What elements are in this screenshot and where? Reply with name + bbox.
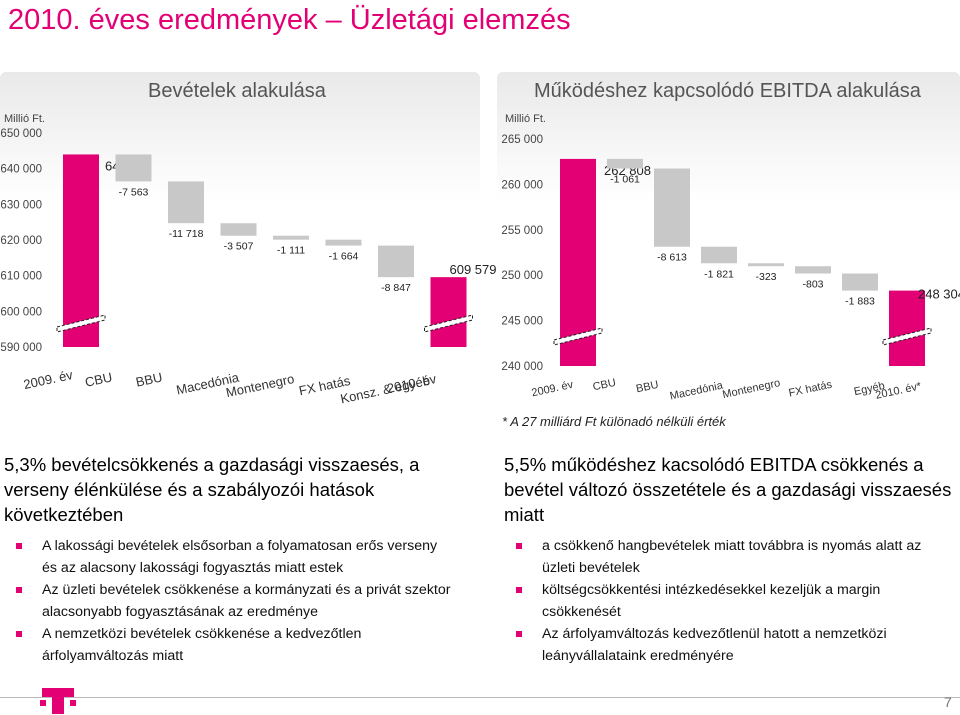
axis-break-marker: [56, 314, 106, 333]
ebitda-waterfall-chart: Millió Ft. 240 000 245 000 250 000 255 000 26…: [501, 113, 960, 403]
delta-bar: [607, 158, 643, 169]
x-tick-label: BBU: [134, 369, 163, 389]
bullet-text: költségcsökkentési intézkedésekkel kezel…: [542, 582, 881, 620]
bullet-text: A lakossági bevételek elsősorban a folya…: [42, 538, 438, 576]
list-item: Az üzleti bevételek csökkenése a kormány…: [4, 579, 454, 623]
y-tick-label: 600 000: [0, 306, 42, 318]
y-tick-label: 650 000: [0, 128, 42, 140]
data-label: -1 061: [610, 174, 640, 186]
delta-bar: [795, 266, 831, 274]
list-item: Az árfolyamváltozás kedvezőtlenül hatott…: [504, 623, 954, 667]
delta-bar: [654, 168, 690, 247]
page-number: 7: [944, 694, 952, 710]
x-tick-label: Montenegro: [721, 377, 781, 401]
ebitda-chart-title: Működéshez kapcsolódó EBITDA alakulása: [534, 80, 921, 102]
data-label: -7 563: [119, 186, 149, 198]
x-tick-label: CBU: [592, 377, 617, 394]
data-label: -1 883: [845, 296, 875, 308]
revenue-waterfall-chart: Millió Ft. 590 000 600 000 610 000 620 000 63…: [0, 113, 496, 406]
revenue-commentary: 5,3% bevételcsökkenés a gazdasági vissza…: [4, 452, 454, 667]
data-label: -803: [802, 279, 823, 291]
data-label: 609 579: [450, 262, 497, 277]
bullet-icon: [516, 587, 522, 593]
y-tick-label: 590 000: [0, 342, 42, 354]
y-tick-label: 265 000: [501, 134, 543, 146]
y-tick-label: 255 000: [501, 225, 543, 237]
bullet-icon: [16, 543, 22, 549]
data-label: -11 718: [169, 228, 204, 240]
delta-bar: [325, 239, 362, 246]
x-tick-label: Macedónia: [669, 379, 725, 402]
x-tick-label: 2009. év: [530, 379, 574, 400]
delta-bar: [273, 235, 309, 240]
data-label: -8 613: [657, 252, 687, 264]
unit-label: Millió Ft.: [4, 113, 45, 125]
delta-bar: [701, 246, 737, 264]
bullet-icon: [516, 631, 522, 637]
data-label: -1 821: [704, 268, 734, 280]
bullet-text: A nemzetközi bevételek csökkenése a kedv…: [42, 626, 362, 664]
y-tick-label: 250 000: [501, 270, 543, 282]
list-item: a csökkenő hangbevételek miatt továbbra …: [504, 535, 954, 579]
data-label: 248 304: [918, 287, 960, 302]
total-bar: [430, 277, 467, 347]
unit-label: Millió Ft.: [505, 113, 546, 125]
bullet-icon: [16, 587, 22, 593]
axis-break-marker: [424, 314, 473, 333]
bullet-text: Az üzleti bevételek csökkenése a kormány…: [42, 582, 451, 620]
bullet-text: Az árfolyamváltozás kedvezőtlenül hatott…: [542, 626, 887, 664]
bullet-text: a csökkenő hangbevételek miatt továbbra …: [542, 538, 922, 576]
data-label: -1 111: [277, 245, 305, 257]
axis-break-marker: [882, 327, 932, 346]
y-tick-label: 260 000: [501, 179, 543, 191]
y-tick-label: 240 000: [501, 361, 543, 373]
footer-divider: [0, 697, 960, 698]
data-label: -1 664: [329, 251, 359, 263]
delta-bar: [220, 223, 257, 236]
bullet-icon: [16, 631, 22, 637]
x-tick-label: CBU: [84, 369, 114, 389]
y-tick-label: 620 000: [0, 235, 42, 247]
delta-bar: [115, 154, 152, 182]
page-title: 2010. éves eredmények – Üzletági elemzés: [8, 4, 571, 36]
list-item: költségcsökkentési intézkedésekkel kezel…: [504, 579, 954, 623]
total-bar: [63, 154, 99, 347]
revenue-chart-title: Bevételek alakulása: [148, 80, 326, 102]
y-tick-label: 610 000: [0, 271, 42, 283]
telekom-t-logo-icon: [40, 688, 76, 714]
x-tick-label: BBU: [635, 379, 660, 395]
axis-break-marker: [553, 327, 603, 346]
ebitda-headline: 5,5% működéshez kacsolódó EBITDA csökken…: [504, 454, 952, 525]
total-bar: [889, 290, 925, 366]
revenue-headline: 5,3% bevételcsökkenés a gazdasági vissza…: [4, 454, 420, 525]
delta-bar: [168, 181, 204, 224]
y-tick-label: 245 000: [501, 316, 543, 328]
list-item: A lakossági bevételek elsősorban a folya…: [4, 535, 454, 579]
delta-bar: [378, 245, 414, 278]
delta-bar: [842, 273, 878, 291]
data-label: -8 847: [381, 282, 411, 294]
y-tick-label: 640 000: [0, 164, 42, 176]
list-item: A nemzetközi bevételek csökkenése a kedv…: [4, 623, 454, 667]
data-label: -323: [755, 271, 776, 283]
footnote: * A 27 milliárd Ft különadó nélküli érté…: [502, 414, 726, 429]
data-label: -3 507: [224, 241, 254, 253]
y-tick-label: 630 000: [0, 199, 42, 211]
delta-bar: [748, 263, 784, 267]
x-tick-label: FX hatás: [788, 379, 834, 400]
ebitda-commentary: 5,5% működéshez kacsolódó EBITDA csökken…: [504, 452, 954, 667]
bullet-icon: [516, 543, 522, 549]
